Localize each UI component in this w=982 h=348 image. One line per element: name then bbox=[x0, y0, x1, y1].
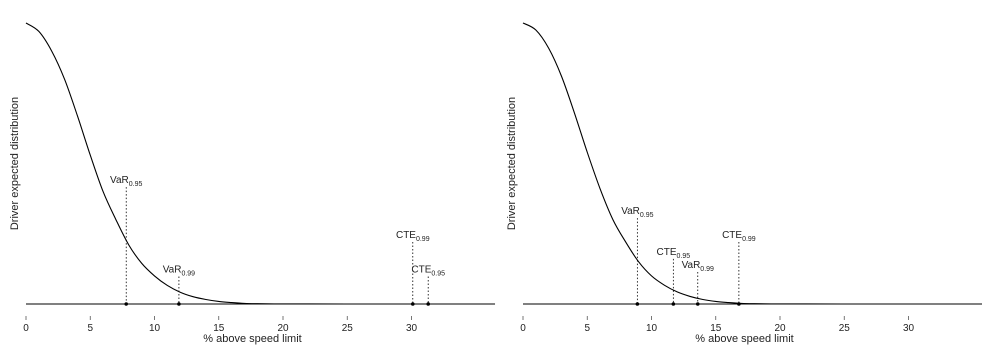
marker-point bbox=[737, 302, 741, 306]
x-tick-label: 0 bbox=[520, 323, 526, 334]
marker-point bbox=[177, 302, 181, 306]
density-curve bbox=[25, 22, 496, 305]
marker-label: CTE0.99 bbox=[722, 230, 756, 243]
x-tick-label: 10 bbox=[149, 323, 161, 334]
x-tick-label: 10 bbox=[646, 323, 658, 334]
x-tick-label: 15 bbox=[213, 323, 225, 334]
x-tick-label: 0 bbox=[23, 323, 29, 334]
x-tick-label: 25 bbox=[839, 323, 851, 334]
marker-label: CTE0.99 bbox=[396, 230, 430, 243]
marker-point bbox=[410, 302, 415, 306]
y-axis-label: Driver expected distribution bbox=[506, 97, 518, 230]
chart-panel-2: 0 5 10 15 20 25 30 % above speed limit Driver ex… bbox=[506, 22, 982, 345]
x-axis-label: % above speed limit bbox=[695, 333, 793, 345]
x-tick-label: 5 bbox=[584, 323, 590, 334]
marker-point bbox=[695, 302, 700, 306]
y-axis-label: Driver expected distribution bbox=[9, 97, 21, 230]
marker-point bbox=[124, 302, 129, 306]
marker-label: VaR0.95 bbox=[621, 206, 653, 219]
chart-panel-1: 0 5 10 15 20 25 30 % above speed limit Driver ex… bbox=[9, 22, 496, 345]
marker-label: CTE0.95 bbox=[411, 265, 445, 278]
marker-point bbox=[635, 302, 640, 306]
density-curve bbox=[522, 22, 982, 305]
marker-label: CTE0.95 bbox=[657, 247, 691, 260]
x-tick-label: 30 bbox=[903, 323, 915, 334]
x-axis-label: % above speed limit bbox=[203, 333, 301, 345]
marker-point bbox=[426, 302, 431, 306]
x-tick-label: 20 bbox=[277, 323, 289, 334]
marker-label: VaR0.99 bbox=[163, 265, 195, 278]
marker-label: VaR0.99 bbox=[682, 260, 714, 273]
x-tick-label: 25 bbox=[342, 323, 354, 334]
marker-label: VaR0.95 bbox=[110, 175, 142, 188]
x-tick-label: 30 bbox=[406, 323, 418, 334]
x-tick-label: 15 bbox=[710, 323, 722, 334]
x-tick-label: 20 bbox=[774, 323, 786, 334]
marker-point bbox=[671, 302, 676, 306]
x-tick-label: 5 bbox=[87, 323, 93, 334]
